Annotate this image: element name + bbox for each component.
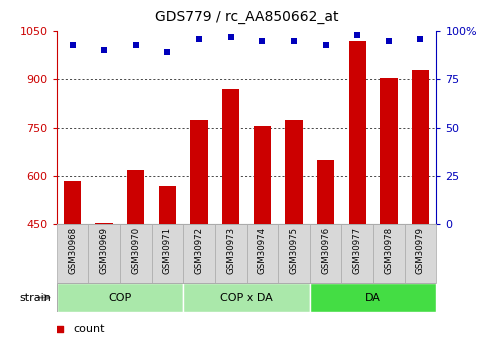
Bar xyxy=(183,224,215,283)
Text: GSM30968: GSM30968 xyxy=(68,227,77,274)
Point xyxy=(385,38,393,43)
Text: GSM30979: GSM30979 xyxy=(416,227,425,274)
Point xyxy=(164,50,172,55)
Bar xyxy=(57,224,88,283)
Text: GSM30969: GSM30969 xyxy=(100,227,108,274)
Point xyxy=(353,32,361,38)
Bar xyxy=(373,224,405,283)
Bar xyxy=(310,224,341,283)
Bar xyxy=(285,120,303,224)
Bar xyxy=(405,224,436,283)
Text: GSM30970: GSM30970 xyxy=(131,227,141,274)
Bar xyxy=(88,224,120,283)
Bar xyxy=(152,224,183,283)
Bar xyxy=(253,126,271,224)
Text: GSM30974: GSM30974 xyxy=(258,227,267,274)
Bar xyxy=(64,181,81,224)
Text: GSM30977: GSM30977 xyxy=(352,227,362,274)
Text: count: count xyxy=(74,324,106,334)
Text: GSM30973: GSM30973 xyxy=(226,227,235,274)
Point xyxy=(321,42,329,47)
Point xyxy=(132,42,140,47)
Text: GSM30975: GSM30975 xyxy=(289,227,298,274)
Point xyxy=(258,38,266,43)
Text: GSM30972: GSM30972 xyxy=(195,227,204,274)
Bar xyxy=(183,283,310,312)
Bar xyxy=(278,224,310,283)
Text: COP: COP xyxy=(108,293,132,303)
Bar xyxy=(317,160,334,224)
Text: GSM30976: GSM30976 xyxy=(321,227,330,274)
Text: GDS779 / rc_AA850662_at: GDS779 / rc_AA850662_at xyxy=(155,10,338,24)
Point xyxy=(195,36,203,41)
Point xyxy=(69,42,76,47)
Bar xyxy=(120,224,152,283)
Bar xyxy=(246,224,278,283)
Bar xyxy=(349,41,366,224)
Bar xyxy=(222,89,240,224)
Bar xyxy=(96,223,113,224)
Bar xyxy=(215,224,246,283)
Bar xyxy=(57,283,183,312)
Bar xyxy=(159,186,176,224)
Text: GSM30978: GSM30978 xyxy=(385,227,393,274)
Text: strain: strain xyxy=(20,293,52,303)
Bar xyxy=(341,224,373,283)
Bar xyxy=(412,70,429,224)
Point xyxy=(100,48,108,53)
Point xyxy=(290,38,298,43)
Text: COP x DA: COP x DA xyxy=(220,293,273,303)
Text: DA: DA xyxy=(365,293,381,303)
Bar xyxy=(380,78,397,224)
Point xyxy=(417,36,424,41)
Point xyxy=(277,221,285,227)
Point xyxy=(227,34,235,40)
Text: GSM30971: GSM30971 xyxy=(163,227,172,274)
Bar xyxy=(310,283,436,312)
Bar xyxy=(190,120,208,224)
Bar xyxy=(127,169,144,224)
